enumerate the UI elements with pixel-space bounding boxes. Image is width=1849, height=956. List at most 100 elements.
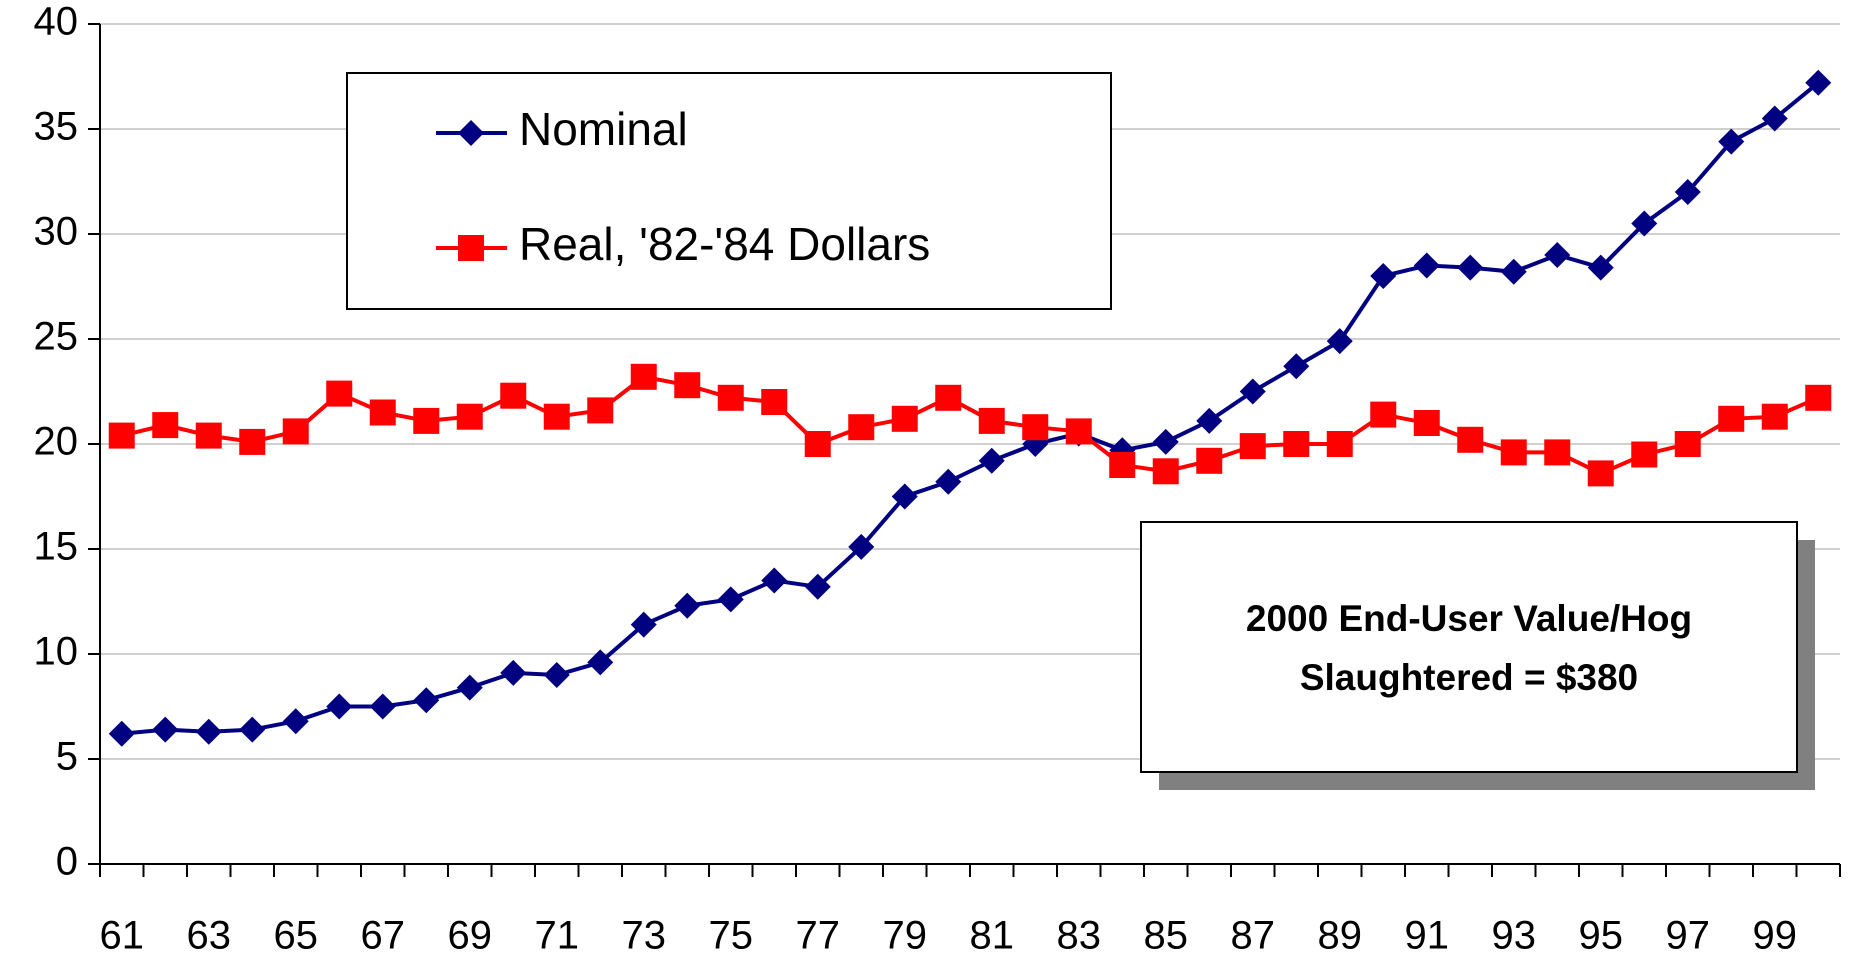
marker (456, 403, 483, 430)
legend-label: Real, '82-'84 Dollars (519, 218, 930, 270)
marker (152, 412, 179, 439)
marker (1761, 105, 1788, 132)
marker (282, 708, 309, 735)
marker (935, 384, 962, 411)
marker (369, 693, 396, 720)
marker (326, 693, 353, 720)
marker (1065, 418, 1092, 445)
marker (1152, 428, 1179, 455)
marker (1326, 431, 1353, 457)
marker (761, 389, 788, 415)
marker (1500, 258, 1527, 285)
x-tick-label: 73 (622, 914, 667, 956)
marker (239, 716, 266, 743)
marker (500, 382, 527, 409)
marker (1239, 433, 1266, 460)
y-tick-label: 30 (34, 210, 79, 254)
marker (761, 567, 788, 594)
x-tick-label: 75 (709, 914, 754, 956)
marker (1805, 384, 1832, 411)
marker (630, 363, 657, 390)
marker (543, 403, 570, 430)
x-tick-label: 77 (796, 914, 841, 956)
marker (1413, 410, 1440, 436)
marker (587, 397, 614, 424)
marker (1196, 407, 1223, 434)
marker (674, 372, 701, 399)
marker (1283, 431, 1310, 457)
marker (1544, 439, 1571, 466)
x-tick-label: 65 (274, 914, 319, 956)
marker (848, 533, 875, 560)
marker (891, 483, 918, 510)
marker (1674, 431, 1701, 457)
marker (1457, 254, 1484, 281)
series-line (121, 81, 1820, 736)
marker (1370, 263, 1397, 289)
marker (848, 414, 875, 441)
x-tick-label: 93 (1492, 914, 1537, 956)
marker (1718, 128, 1745, 155)
y-tick-label: 35 (34, 105, 79, 149)
marker (891, 405, 918, 432)
series-line (121, 374, 1820, 476)
marker (804, 573, 831, 600)
marker (674, 592, 701, 619)
marker (1631, 441, 1658, 468)
x-tick-label: 85 (1144, 914, 1189, 956)
annotation: 2000 End-User Value/Hog Slaughtered = $3… (1140, 521, 1815, 790)
marker (1587, 460, 1614, 487)
marker (1761, 403, 1788, 430)
x-tick-label: 81 (970, 914, 1015, 956)
marker (239, 428, 266, 455)
marker (282, 418, 309, 445)
marker (1283, 353, 1310, 380)
x-tick-label: 97 (1666, 914, 1711, 956)
marker (108, 422, 135, 449)
marker (1500, 439, 1527, 466)
x-tick-label: 61 (100, 914, 145, 956)
marker (1718, 405, 1745, 432)
marker (1239, 378, 1266, 405)
marker (456, 674, 483, 701)
legend-label: Nominal (519, 103, 688, 155)
marker (1544, 242, 1571, 268)
marker (1674, 179, 1701, 205)
marker (1413, 252, 1440, 279)
y-tick-label: 5 (56, 735, 78, 779)
legend-box (346, 72, 1112, 310)
x-tick-label: 91 (1405, 914, 1450, 956)
marker (413, 407, 440, 434)
y-tick-label: 20 (34, 420, 79, 464)
marker (195, 422, 222, 449)
marker (152, 716, 179, 743)
marker (108, 720, 135, 747)
x-tick-label: 83 (1057, 914, 1102, 956)
x-tick-label: 79 (883, 914, 928, 956)
marker (1457, 426, 1484, 453)
marker (1587, 254, 1614, 281)
marker (587, 649, 614, 676)
x-tick-label: 89 (1318, 914, 1363, 956)
marker (458, 120, 484, 146)
marker (1326, 328, 1353, 355)
marker (978, 447, 1005, 474)
marker (804, 431, 831, 457)
legend: Nominal Real, '82-'84 Dollars (346, 72, 1112, 310)
x-tick-label: 95 (1579, 914, 1624, 956)
marker (717, 384, 744, 411)
x-tick-label: 71 (535, 914, 580, 956)
marker (630, 611, 657, 638)
marker (1805, 69, 1832, 96)
marker (1196, 447, 1223, 474)
marker (1631, 210, 1658, 237)
y-tick-label: 0 (56, 840, 78, 884)
y-tick-label: 10 (34, 630, 79, 674)
annotation-text: Slaughtered = $380 (1300, 657, 1638, 698)
y-tick-label: 15 (34, 525, 79, 569)
marker (1152, 458, 1179, 485)
x-tick-label: 67 (361, 914, 406, 956)
marker (1370, 401, 1397, 428)
